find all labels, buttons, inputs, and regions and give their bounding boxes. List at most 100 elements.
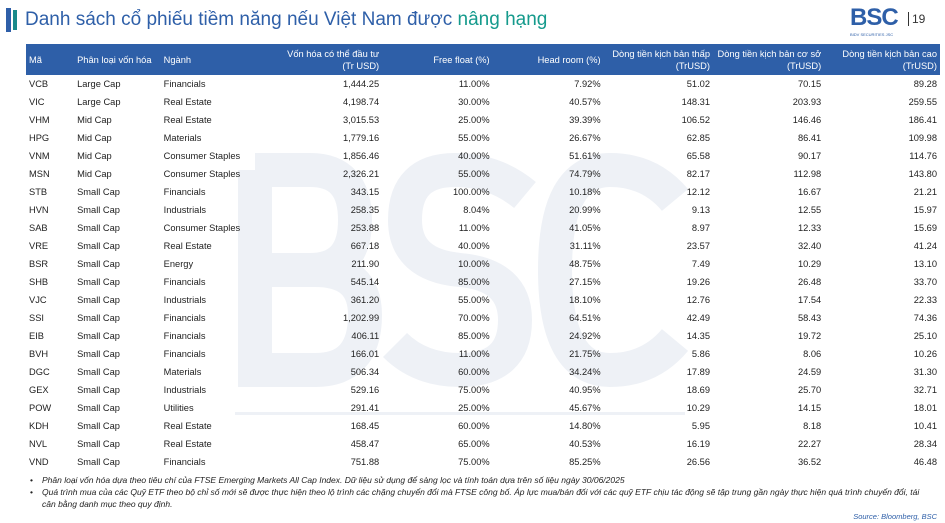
table-cell: VCB bbox=[29, 78, 49, 89]
table-cell: 1,202.99 bbox=[342, 312, 380, 323]
table-cell: Consumer Staples bbox=[163, 150, 241, 161]
table-cell: 8.18 bbox=[803, 420, 822, 431]
table-row: VND Small Cap Financials 751.88 75.00% 85.25%… bbox=[26, 453, 940, 471]
table-cell: Real Estate bbox=[163, 240, 212, 251]
table-cell: 21.21 bbox=[913, 186, 937, 197]
table-cell: Financials bbox=[163, 330, 206, 341]
table-cell: 1,856.46 bbox=[342, 150, 380, 161]
table-cell: Industrials bbox=[163, 204, 207, 215]
table-cell: 12.12 bbox=[686, 186, 710, 197]
table-cell: 40.95% bbox=[569, 384, 601, 395]
table-cell: Real Estate bbox=[163, 420, 212, 431]
table-cell: 16.19 bbox=[686, 438, 710, 449]
table-cell: 20.99% bbox=[569, 204, 601, 215]
table-cell: 4,198.74 bbox=[342, 96, 380, 107]
table-cell: Small Cap bbox=[77, 420, 120, 431]
table-cell: 106.52 bbox=[681, 114, 710, 125]
table-cell: 26.67% bbox=[569, 132, 601, 143]
table-row: SHB Small Cap Financials 545.14 85.00% 27.15%… bbox=[26, 273, 940, 291]
table-row: BSR Small Cap Energy 211.90 10.00% 48.75% 7.49… bbox=[26, 255, 940, 273]
table-row: VJC Small Cap Industrials 361.20 55.00% 18.10… bbox=[26, 291, 940, 309]
table-row: VRE Small Cap Real Estate 667.18 40.00% 31.11… bbox=[26, 237, 940, 255]
table-cell: HPG bbox=[29, 132, 50, 143]
table-cell: Small Cap bbox=[77, 240, 120, 251]
table-cell: 34.24% bbox=[569, 366, 601, 377]
table-cell: Small Cap bbox=[77, 438, 120, 449]
table-cell: 15.69 bbox=[913, 222, 937, 233]
table-cell: 33.70 bbox=[913, 276, 937, 287]
table-cell: POW bbox=[29, 402, 52, 413]
table-cell: 14.35 bbox=[686, 330, 710, 341]
page-number: 19 bbox=[908, 12, 925, 26]
table-cell: Small Cap bbox=[77, 312, 120, 323]
table-cell: Financials bbox=[163, 276, 206, 287]
column-header: Head room (%) bbox=[537, 54, 601, 65]
table-cell: 10.41 bbox=[913, 420, 937, 431]
table-cell: Materials bbox=[163, 366, 202, 377]
table-cell: 25.00% bbox=[458, 114, 490, 125]
table-cell: 148.31 bbox=[681, 96, 710, 107]
title-main: Danh sách cổ phiếu tiềm năng nếu Việt Na… bbox=[25, 9, 458, 30]
table-cell: Small Cap bbox=[77, 456, 120, 467]
table-cell: EIB bbox=[29, 330, 44, 341]
table-cell: 253.88 bbox=[350, 222, 380, 233]
stock-table: Mã Phân loại vốn hóa Ngành Vốn hóa có thể đ… bbox=[26, 44, 940, 471]
table-cell: STB bbox=[29, 186, 48, 197]
footnote: Quá trình mua của các Quỹ ETF theo bộ ch… bbox=[30, 486, 930, 510]
table-cell: KDH bbox=[29, 420, 49, 431]
table-cell: 545.14 bbox=[350, 276, 380, 287]
table-cell: Mid Cap bbox=[77, 168, 112, 179]
watermark-logo bbox=[235, 152, 689, 415]
table-cell: Financials bbox=[163, 78, 206, 89]
table-cell: 75.00% bbox=[458, 456, 490, 467]
table-cell: 1,444.25 bbox=[342, 78, 380, 89]
table-cell: 48.75% bbox=[569, 258, 601, 269]
title-highlight: nâng hạng bbox=[457, 9, 548, 30]
column-header: Free float (%) bbox=[433, 54, 490, 65]
table-cell: 291.41 bbox=[350, 402, 380, 413]
table-cell: 26.56 bbox=[686, 456, 710, 467]
table-cell: 55.00% bbox=[458, 294, 490, 305]
table-cell: 51.02 bbox=[686, 78, 710, 89]
table-cell: 82.17 bbox=[686, 168, 710, 179]
table-cell: 7.49 bbox=[691, 258, 710, 269]
table-cell: 11.00% bbox=[458, 222, 490, 233]
table-cell: 40.00% bbox=[458, 150, 490, 161]
table-cell: 19.26 bbox=[686, 276, 710, 287]
table-cell: 89.28 bbox=[913, 78, 937, 89]
logo-text: BSC bbox=[850, 4, 899, 31]
table-cell: 36.52 bbox=[797, 456, 822, 467]
table-cell: 26.48 bbox=[797, 276, 822, 287]
table-cell: 46.48 bbox=[913, 456, 937, 467]
table-cell: 45.67% bbox=[569, 402, 601, 413]
table-cell: 3,015.53 bbox=[342, 114, 380, 125]
table-cell: 60.00% bbox=[458, 366, 490, 377]
source-note: Source: Bloomberg, BSC bbox=[853, 512, 937, 521]
column-header: Dòng tiền kịch bản cao (TrUSD) bbox=[842, 48, 937, 71]
table-cell: 11.00% bbox=[458, 348, 490, 359]
table-cell: HVN bbox=[29, 204, 49, 215]
table-cell: 65.58 bbox=[686, 150, 710, 161]
table-cell: 39.39% bbox=[569, 114, 601, 125]
table-cell: Real Estate bbox=[163, 438, 212, 449]
table-cell: 18.69 bbox=[686, 384, 710, 395]
table-cell: 58.43 bbox=[797, 312, 822, 323]
table-cell: 85.25% bbox=[569, 456, 601, 467]
table-cell: VIC bbox=[29, 96, 45, 107]
table-cell: 27.15% bbox=[569, 276, 601, 287]
table-cell: 146.46 bbox=[792, 114, 822, 125]
table-row: SSI Small Cap Financials 1,202.99 70.00% 64.5… bbox=[26, 309, 940, 327]
table-cell: 751.88 bbox=[350, 456, 380, 467]
table-cell: Small Cap bbox=[77, 294, 120, 305]
table-cell: 10.29 bbox=[797, 258, 822, 269]
table-row: BVH Small Cap Financials 166.01 11.00% 21.75%… bbox=[26, 345, 940, 363]
table-cell: 85.00% bbox=[458, 276, 490, 287]
table-row: SAB Small Cap Consumer Staples 253.88 11.00%… bbox=[26, 219, 940, 237]
table-cell: Industrials bbox=[163, 384, 207, 395]
table-cell: 16.67 bbox=[797, 186, 822, 197]
table-cell: 17.54 bbox=[797, 294, 822, 305]
table-cell: Financials bbox=[163, 186, 206, 197]
table-cell: Industrials bbox=[163, 294, 207, 305]
table-cell: 85.00% bbox=[458, 330, 490, 341]
table-cell: 23.57 bbox=[686, 240, 710, 251]
